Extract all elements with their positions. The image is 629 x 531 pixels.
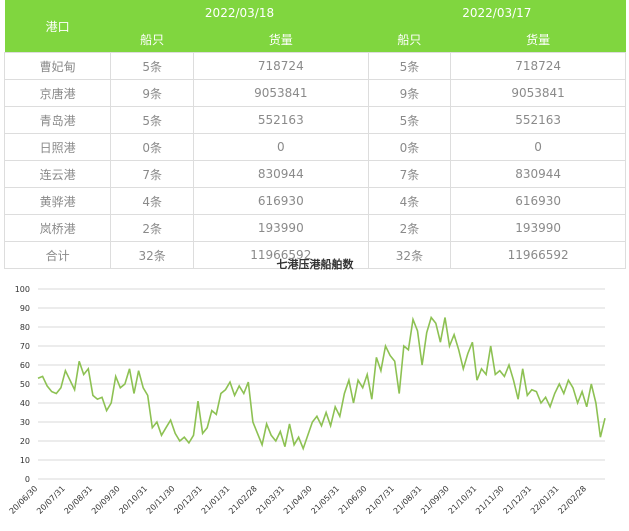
x-tick-label: 21/02/28: [227, 484, 259, 516]
header-cell: 2022/03/18: [110, 0, 369, 26]
table-cell: 9053841: [192, 79, 369, 107]
table-cell: 616930: [450, 187, 626, 215]
x-tick-label: 20/11/30: [145, 484, 177, 516]
y-tick-label: 80: [20, 323, 30, 332]
header-cell: 港口: [4, 0, 111, 53]
x-tick-label: 20/08/31: [63, 484, 95, 516]
table-cell: 32条: [367, 241, 452, 269]
table-cell: 岚桥港: [3, 214, 112, 242]
table-cell: 5条: [110, 106, 194, 134]
table-cell: 5条: [367, 106, 452, 134]
y-tick-label: 50: [20, 380, 30, 389]
subheader-cell: 船只: [368, 26, 451, 53]
table-cell: 0条: [110, 133, 194, 161]
x-tick-label: 20/09/30: [90, 484, 122, 516]
header-row: 港口 2022/03/18 2022/03/17: [4, 0, 626, 53]
table-cell: 830944: [192, 160, 369, 188]
subheader-cell: 货量: [450, 26, 626, 53]
chart-title: 七港压港船舶数: [277, 257, 355, 271]
table-cell: 11966592: [192, 241, 369, 269]
x-tick-label: 21/11/30: [474, 484, 506, 516]
table-row: 曹妃甸 5条 718724 5条 718724: [3, 52, 626, 80]
table-row: 连云港 7条 830944 7条 830944: [3, 160, 626, 188]
table-cell: 718724: [450, 52, 626, 80]
table-cell: 9条: [110, 79, 194, 107]
table-row: 黄骅港 4条 616930 4条 616930: [3, 187, 626, 215]
x-tick-label: 21/10/31: [447, 484, 479, 516]
table-cell: 合计: [3, 241, 112, 269]
table-row: 岚桥港 2条 193990 2条 193990: [3, 214, 626, 242]
x-tick-label: 22/01/31: [529, 484, 561, 516]
table-cell: 193990: [450, 214, 626, 242]
x-tick-label: 22/02/28: [556, 484, 588, 516]
table-cell: 193990: [192, 214, 369, 242]
y-tick-label: 100: [15, 285, 30, 294]
table-row: 青岛港 5条 552163 5条 552163: [3, 106, 626, 134]
table-cell: 0: [192, 133, 369, 161]
table-row: 京唐港 9条 9053841 9条 9053841: [3, 79, 626, 107]
table-cell: 552163: [192, 106, 369, 134]
x-tick-label: 20/06/30: [8, 484, 40, 516]
table-cell: 616930: [192, 187, 369, 215]
y-tick-label: 60: [20, 361, 30, 370]
x-tick-label: 20/07/31: [35, 484, 67, 516]
x-tick-label: 21/04/30: [282, 484, 314, 516]
table-cell: 0条: [367, 133, 452, 161]
subheader-cell: 船只: [110, 26, 194, 53]
table-cell: 9条: [367, 79, 452, 107]
y-tick-label: 20: [20, 437, 30, 446]
x-tick-label: 21/06/30: [337, 484, 369, 516]
table-cell: 7条: [367, 160, 452, 188]
subheader-cell: 货量: [193, 26, 369, 53]
table-row: 合计 32条 11966592 32条 11966592: [3, 241, 626, 269]
table-cell: 11966592: [450, 241, 626, 269]
y-tick-label: 30: [20, 418, 30, 427]
table-row: 日照港 0条 0 0条 0: [3, 133, 626, 161]
table-cell: 黄骅港: [3, 187, 112, 215]
subheader-row: 船只 货量 船只 货量: [5, 26, 626, 53]
table-cell: 7条: [110, 160, 194, 188]
x-tick-label: 21/09/30: [419, 484, 451, 516]
table-cell: 9053841: [450, 79, 626, 107]
table-cell: 连云港: [3, 160, 112, 188]
data-line: [37, 315, 606, 451]
y-tick-label: 40: [20, 399, 30, 408]
table-cell: 曹妃甸: [3, 52, 112, 80]
table-cell: 4条: [367, 187, 452, 215]
y-tick-label: 10: [20, 456, 30, 465]
table-cell: 京唐港: [3, 79, 112, 107]
x-tick-label: 21/07/31: [364, 484, 396, 516]
x-tick-label: 20/12/31: [172, 484, 204, 516]
y-tick-label: 90: [20, 304, 30, 313]
table-cell: 830944: [450, 160, 626, 188]
table-cell: 青岛港: [3, 106, 112, 134]
port-table: 港口 2022/03/18 2022/03/17 船只 货量 船只 货量 曹妃甸 5条 71872…: [3, 0, 626, 269]
table-cell: 日照港: [3, 133, 112, 161]
table-cell: 552163: [450, 106, 626, 134]
table-cell: 5条: [110, 52, 194, 80]
x-tick-label: 20/10/31: [117, 484, 149, 516]
header-cell: 2022/03/17: [368, 0, 626, 26]
table-cell: 2条: [110, 214, 194, 242]
x-tick-label: 21/03/31: [255, 484, 287, 516]
x-tick-label: 21/05/31: [309, 484, 341, 516]
x-tick-label: 21/01/31: [200, 484, 232, 516]
table-cell: 718724: [192, 52, 369, 80]
table-cell: 32条: [110, 241, 194, 269]
x-tick-label: 21/08/31: [392, 484, 424, 516]
chart: 七港压港船舶数 010203040506070809010020/06/3020…: [8, 257, 606, 516]
table-cell: 4条: [110, 187, 194, 215]
y-tick-label: 0: [25, 475, 30, 484]
table-cell: 2条: [367, 214, 452, 242]
table-cell: 5条: [367, 52, 452, 80]
table-cell: 0: [450, 133, 626, 161]
x-tick-label: 21/12/31: [501, 484, 533, 516]
y-tick-label: 70: [20, 342, 30, 351]
